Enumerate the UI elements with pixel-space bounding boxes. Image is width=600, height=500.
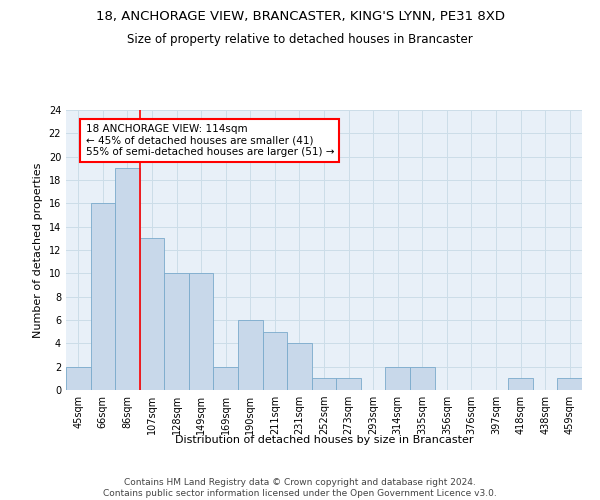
Bar [189, 274, 214, 390]
Bar [140, 238, 164, 390]
Bar [336, 378, 361, 390]
Bar [312, 378, 336, 390]
Bar [164, 274, 189, 390]
Text: Size of property relative to detached houses in Brancaster: Size of property relative to detached ho… [127, 32, 473, 46]
Text: Distribution of detached houses by size in Brancaster: Distribution of detached houses by size … [175, 435, 473, 445]
Bar [91, 204, 115, 390]
Bar [66, 366, 91, 390]
Text: 18, ANCHORAGE VIEW, BRANCASTER, KING'S LYNN, PE31 8XD: 18, ANCHORAGE VIEW, BRANCASTER, KING'S L… [95, 10, 505, 23]
Bar [410, 366, 434, 390]
Bar [508, 378, 533, 390]
Y-axis label: Number of detached properties: Number of detached properties [33, 162, 43, 338]
Text: 18 ANCHORAGE VIEW: 114sqm
← 45% of detached houses are smaller (41)
55% of semi-: 18 ANCHORAGE VIEW: 114sqm ← 45% of detac… [86, 124, 334, 157]
Bar [287, 344, 312, 390]
Bar [238, 320, 263, 390]
Bar [214, 366, 238, 390]
Bar [263, 332, 287, 390]
Bar [385, 366, 410, 390]
Text: Contains HM Land Registry data © Crown copyright and database right 2024.
Contai: Contains HM Land Registry data © Crown c… [103, 478, 497, 498]
Bar [557, 378, 582, 390]
Bar [115, 168, 140, 390]
